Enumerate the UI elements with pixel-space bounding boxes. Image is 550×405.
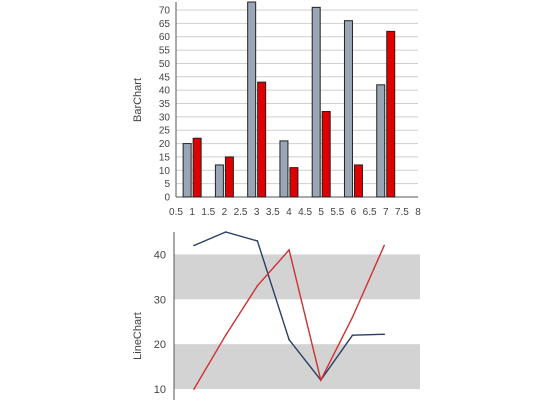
bar-2-2: [224, 156, 234, 198]
bar-x-tick-label: 8: [415, 207, 421, 218]
bar-1-7: [376, 84, 386, 198]
line-point-1-1: [193, 244, 195, 247]
bar-2-4: [289, 167, 299, 198]
bar-x-tick-label: 5: [318, 207, 324, 218]
line-point-1-2: [224, 231, 227, 233]
bar-y-tick-label: 5: [164, 179, 170, 190]
bar-2-1: [192, 137, 202, 198]
line-point-1-3: [256, 240, 259, 242]
bar-y-axis-label: BarChart: [132, 78, 144, 122]
bar-x-tick-label: 7: [383, 207, 389, 218]
line-band: [174, 254, 420, 300]
bar-x-tick-label: 1: [189, 207, 195, 218]
bar-1-6: [343, 20, 353, 198]
line-y-tick-label: 30: [154, 294, 166, 306]
bar-2-6: [353, 164, 363, 198]
bar-x-tick-label: 4.5: [298, 207, 312, 218]
bar-x-tick-label: 0.5: [169, 207, 183, 218]
bar-y-tick-label: 70: [159, 6, 171, 17]
line-y-axis-label: LineChart: [132, 312, 144, 360]
bar-y-tick-label: 25: [159, 126, 171, 137]
bar-y-tick-label: 20: [159, 139, 171, 150]
line-point-2-3: [256, 285, 259, 287]
bar-x-tick-label: 7.5: [395, 207, 409, 218]
bar-2-7: [386, 30, 396, 198]
line-point-1-4: [288, 338, 290, 341]
bar-x-tick-label: 2: [222, 207, 228, 218]
line-y-tick-label: 20: [154, 339, 166, 351]
line-point-2-5: [320, 379, 322, 381]
line-band: [174, 344, 420, 390]
bar-y-tick-label: 55: [159, 46, 171, 57]
bar-x-tick-label: 3.5: [266, 207, 280, 218]
line-point-2-4: [288, 249, 290, 251]
line-point-2-6: [351, 316, 354, 319]
bar-x-tick-label: 3: [254, 207, 260, 218]
line-point-2-7: [383, 244, 386, 247]
bar-y-tick-label: 35: [159, 99, 171, 110]
bar-y-tick-label: 30: [159, 112, 171, 123]
bar-2-3: [257, 81, 267, 198]
bar-2-5: [321, 111, 331, 198]
bar-x-tick-label: 5.5: [330, 207, 344, 218]
bar-y-tick-label: 40: [159, 86, 171, 97]
bar-x-tick-label: 6: [351, 207, 357, 218]
bar-y-tick-label: 15: [159, 152, 171, 163]
bar-y-tick-label: 10: [159, 166, 171, 177]
bar-y-tick-label: 50: [159, 59, 171, 70]
line-y-tick-label: 10: [154, 384, 166, 396]
bar-x-tick-label: 2.5: [234, 207, 248, 218]
bar-1-4: [279, 140, 289, 198]
bar-1-2: [214, 164, 224, 198]
bar-1-5: [311, 6, 321, 198]
line-y-tick-label: 40: [154, 249, 166, 261]
bar-1-3: [247, 1, 257, 198]
line-point-2-1: [193, 388, 195, 390]
bar-x-tick-label: 6.5: [363, 207, 377, 218]
line-point-1-6: [351, 334, 354, 336]
line-point-2-2: [224, 334, 227, 336]
line-point-1-7: [383, 333, 386, 336]
bar-x-tick-label: 4: [286, 207, 292, 218]
bar-1-1: [182, 143, 192, 198]
bar-y-tick-label: 65: [159, 19, 171, 30]
bar-y-tick-label: 0: [164, 193, 170, 204]
bar-y-tick-label: 60: [159, 32, 171, 43]
bar-y-tick-label: 45: [159, 72, 171, 83]
bar-x-tick-label: 1.5: [201, 207, 215, 218]
